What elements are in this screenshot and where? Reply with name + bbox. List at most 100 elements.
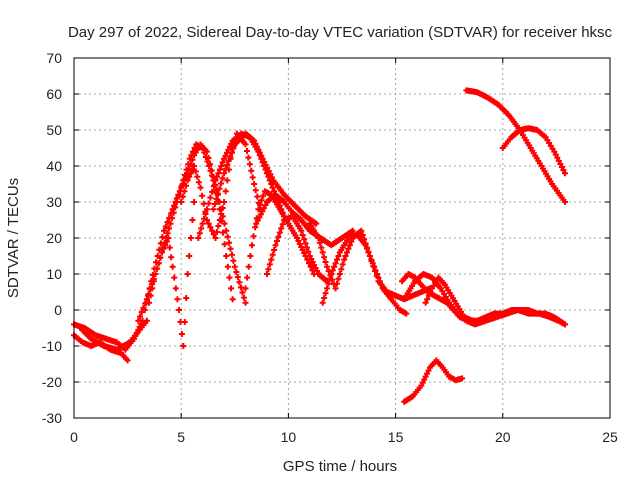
data-point (276, 229, 283, 236)
data-point (335, 275, 342, 282)
data-point (220, 229, 227, 236)
data-point (554, 154, 561, 161)
data-point (364, 245, 371, 252)
data-point (180, 343, 187, 349)
x-tick-label: 25 (602, 429, 618, 445)
data-point (318, 244, 325, 251)
data-point (319, 299, 326, 306)
data-point (258, 197, 265, 204)
data-point (329, 267, 336, 274)
series-track-20 (499, 125, 568, 177)
data-point (152, 271, 159, 277)
x-tick-label: 5 (177, 429, 185, 445)
data-point (252, 187, 259, 194)
data-point (275, 233, 282, 240)
data-point (231, 263, 238, 270)
data-point (247, 253, 254, 259)
data-point (213, 229, 220, 235)
data-point (265, 168, 272, 175)
data-point (240, 294, 247, 301)
data-point (227, 153, 234, 160)
data-point (195, 179, 202, 186)
data-point (266, 261, 273, 268)
data-point (349, 227, 356, 234)
data-point (348, 238, 355, 245)
data-point (210, 206, 217, 213)
x-axis: 0 5 10 15 20 25 (70, 58, 618, 445)
data-point (155, 260, 162, 267)
data-point (210, 231, 217, 238)
data-point (184, 177, 191, 184)
data-point (176, 307, 183, 313)
x-axis-label: GPS time / hours (283, 458, 397, 475)
data-point (209, 227, 216, 234)
data-point (224, 161, 231, 168)
data-point (561, 321, 568, 328)
data-point (184, 271, 191, 277)
data-point (226, 239, 233, 246)
data-point (245, 263, 252, 270)
data-point (459, 375, 466, 382)
data-point (242, 285, 249, 292)
data-point (187, 170, 194, 177)
data-point (223, 253, 230, 259)
y-tick-label: 40 (46, 158, 62, 174)
data-point (242, 299, 249, 306)
data-point (261, 158, 268, 165)
data-point (278, 225, 285, 232)
data-point (210, 183, 217, 190)
data-point (135, 317, 142, 324)
y-tick-label: 70 (46, 50, 62, 66)
data-point (246, 161, 253, 168)
data-point (146, 299, 153, 306)
data-point (305, 248, 312, 255)
data-point (178, 199, 185, 205)
data-point (169, 206, 176, 213)
data-point (164, 219, 171, 226)
data-point (427, 289, 434, 295)
data-point (226, 274, 233, 281)
data-point (230, 145, 237, 152)
data-point (250, 233, 257, 240)
data-point (179, 181, 186, 187)
data-point (166, 244, 173, 251)
data-point (256, 214, 263, 221)
y-tick-label: 30 (46, 194, 62, 210)
data-point (157, 240, 164, 247)
data-point (163, 238, 170, 245)
data-point (561, 170, 568, 177)
data-point (179, 193, 186, 200)
data-point (211, 201, 218, 208)
data-point (341, 256, 348, 263)
data-point (227, 245, 234, 252)
data-point (302, 240, 309, 247)
series-track-9 (210, 130, 320, 227)
data-point (172, 285, 179, 292)
data-point (233, 268, 240, 275)
data-point (159, 234, 166, 241)
data-point (339, 261, 346, 268)
series-track-10 (242, 188, 318, 292)
data-point (251, 181, 258, 187)
data-point (265, 266, 272, 273)
data-point (199, 192, 206, 199)
data-point (260, 205, 267, 212)
data-point (323, 285, 330, 292)
data-point (298, 227, 305, 234)
data-point (558, 164, 565, 171)
data-point (195, 235, 202, 241)
data-point (165, 235, 172, 241)
data-point (124, 357, 131, 364)
data-point (322, 290, 329, 297)
data-point (160, 245, 167, 252)
series-track-13 (306, 220, 433, 303)
data-point (212, 235, 219, 241)
data-point (244, 274, 251, 281)
data-point (254, 193, 261, 200)
data-point (316, 239, 323, 246)
data-point (207, 194, 214, 201)
data-point (313, 220, 320, 227)
data-point (223, 227, 230, 234)
data-point (219, 159, 226, 166)
data-point (221, 220, 228, 227)
